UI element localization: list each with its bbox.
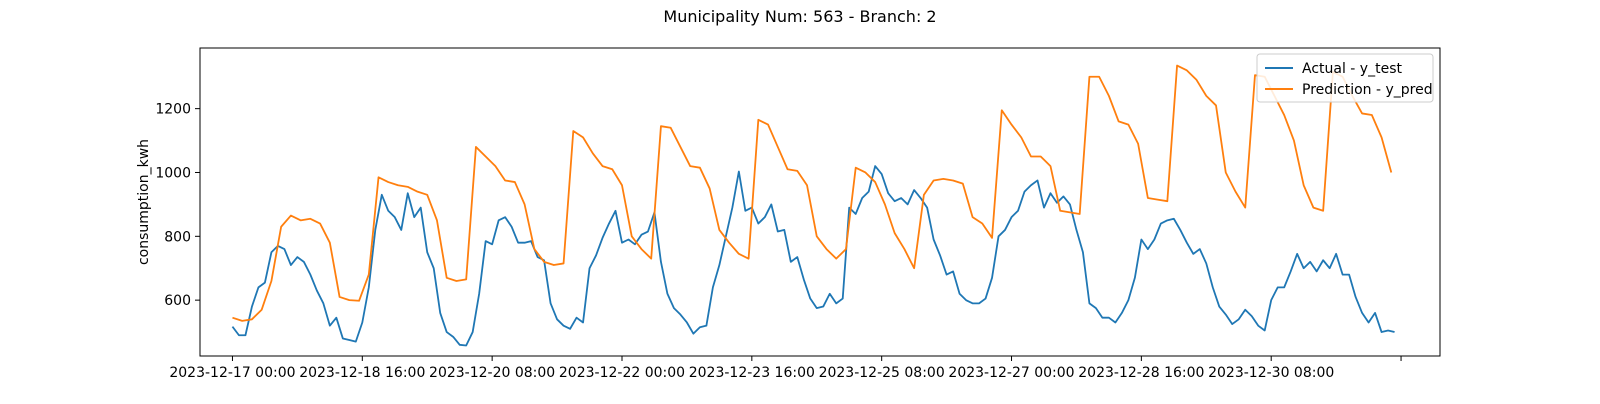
- y-tick-label: 1000: [155, 165, 191, 181]
- x-tick-label: 2023-12-28 16:00: [1078, 365, 1204, 381]
- x-tick-label: 2023-12-23 16:00: [689, 365, 815, 381]
- series-line-prediction: [232, 64, 1393, 322]
- x-tick-label: 2023-12-18 16:00: [299, 365, 425, 381]
- x-tick-label: 2023-12-17 00:00: [169, 365, 295, 381]
- legend-label: Actual - y_test: [1302, 61, 1402, 77]
- series-line-actual: [231, 165, 1395, 347]
- x-tick-label: 2023-12-30 08:00: [1208, 365, 1334, 381]
- series-layer: [231, 64, 1395, 347]
- y-axis-label: consumption_kwh: [136, 139, 152, 265]
- plot-area: [199, 47, 1441, 357]
- y-tick-label: 1200: [155, 102, 191, 118]
- x-axis: 2023-12-17 00:00 2023-12-18 16:00 2023-12-…: [169, 356, 1402, 381]
- x-tick-label: 2023-12-27 00:00: [948, 365, 1074, 381]
- plot-frame: [199, 47, 1441, 357]
- x-tick-label: 2023-12-22 00:00: [559, 365, 685, 381]
- y-tick-label: 600: [164, 293, 191, 309]
- y-tick-label: 800: [164, 229, 191, 245]
- y-axis: 600 800 1000 1200: [155, 102, 200, 309]
- legend: Actual - y_test Prediction - y_pred: [1256, 53, 1434, 103]
- x-tick-label: 2023-12-25 08:00: [819, 365, 945, 381]
- chart-title: Municipality Num: 563 - Branch: 2: [663, 7, 936, 26]
- legend-label: Prediction - y_pred: [1302, 82, 1433, 98]
- x-tick-label: 2023-12-20 08:00: [429, 365, 555, 381]
- legend-box: [1256, 53, 1434, 103]
